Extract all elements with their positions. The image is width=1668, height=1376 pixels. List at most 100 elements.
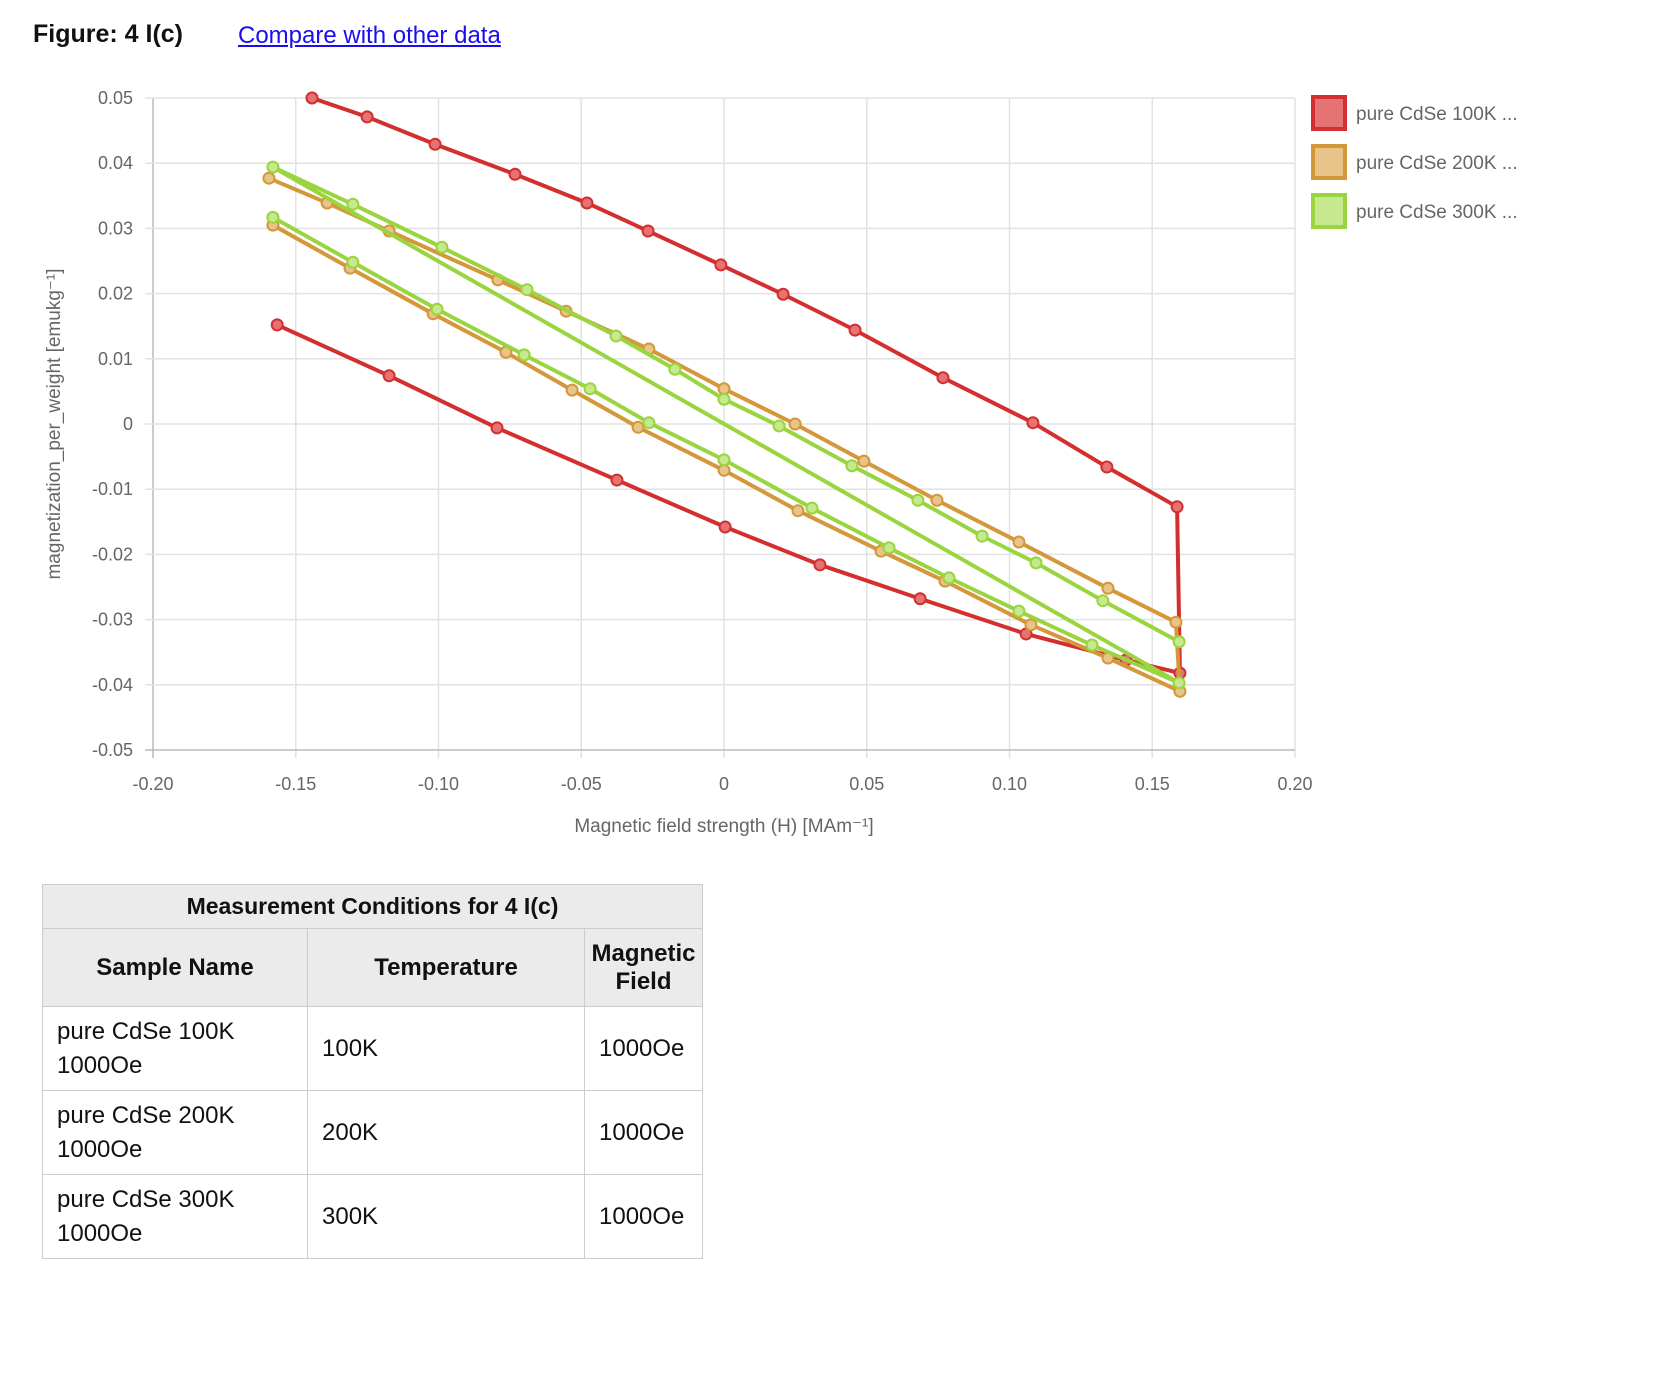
y-tick-label: -0.04 bbox=[92, 675, 133, 695]
figure-title: Figure: 4 I(c) bbox=[33, 20, 184, 48]
data-point bbox=[857, 454, 871, 468]
data-point bbox=[305, 91, 319, 105]
x-tick-label: 0.05 bbox=[849, 774, 884, 794]
data-point bbox=[848, 323, 862, 337]
data-point bbox=[845, 459, 859, 473]
x-tick-label: -0.15 bbox=[275, 774, 316, 794]
data-point bbox=[882, 541, 896, 555]
legend-label: pure CdSe 300K ... bbox=[1356, 202, 1518, 223]
data-point bbox=[942, 571, 956, 585]
cell-field: 1000Oe bbox=[584, 1174, 703, 1259]
data-point bbox=[1169, 615, 1183, 629]
series-line bbox=[270, 165, 1182, 685]
data-point bbox=[913, 592, 927, 606]
data-point bbox=[717, 382, 731, 396]
data-point bbox=[936, 371, 950, 385]
data-point bbox=[382, 369, 396, 383]
cell-field: 1000Oe bbox=[584, 1006, 703, 1091]
data-point bbox=[975, 529, 989, 543]
x-tick-label: 0.20 bbox=[1277, 774, 1312, 794]
x-axis-label: Magnetic field strength (H) [MAm⁻¹] bbox=[574, 816, 873, 837]
y-tick-label: -0.02 bbox=[92, 544, 133, 564]
data-point bbox=[266, 210, 280, 224]
data-point bbox=[717, 392, 731, 406]
legend-label: pure CdSe 200K ... bbox=[1356, 153, 1518, 174]
data-point bbox=[930, 493, 944, 507]
data-point bbox=[1172, 635, 1186, 649]
data-point bbox=[490, 421, 504, 435]
data-point bbox=[717, 453, 731, 467]
data-point bbox=[609, 329, 623, 343]
x-tick-label: 0.15 bbox=[1135, 774, 1170, 794]
data-point bbox=[583, 382, 597, 396]
data-point bbox=[266, 160, 280, 174]
y-tick-label: 0 bbox=[123, 414, 133, 434]
legend-label: pure CdSe 100K ... bbox=[1356, 104, 1518, 125]
data-point bbox=[791, 504, 805, 518]
y-tick-label: 0.03 bbox=[98, 218, 133, 238]
legend-swatch bbox=[1311, 193, 1347, 229]
data-point bbox=[805, 501, 819, 515]
data-point bbox=[520, 283, 534, 297]
data-point bbox=[262, 171, 276, 185]
data-point bbox=[717, 463, 731, 477]
data-point bbox=[1085, 638, 1099, 652]
data-point bbox=[508, 167, 522, 181]
data-point bbox=[565, 383, 579, 397]
x-tick-label: -0.10 bbox=[418, 774, 459, 794]
data-point bbox=[346, 197, 360, 211]
data-point bbox=[714, 258, 728, 272]
col-sample-name: Sample Name bbox=[42, 928, 308, 1007]
data-point bbox=[776, 287, 790, 301]
data-point bbox=[813, 558, 827, 572]
data-point bbox=[911, 493, 925, 507]
y-tick-label: 0.05 bbox=[98, 88, 133, 108]
cell-sample: pure CdSe 300K 1000Oe bbox=[42, 1174, 308, 1259]
data-point bbox=[435, 240, 449, 254]
data-point bbox=[788, 417, 802, 431]
y-tick-label: -0.05 bbox=[92, 740, 133, 760]
data-point bbox=[641, 224, 655, 238]
data-point bbox=[718, 520, 732, 534]
data-point bbox=[1012, 604, 1026, 618]
data-point bbox=[772, 419, 786, 433]
data-point bbox=[610, 473, 624, 487]
data-point bbox=[1101, 581, 1115, 595]
y-tick-label: -0.01 bbox=[92, 479, 133, 499]
data-point bbox=[1029, 556, 1043, 570]
col-magnetic-field: Magnetic Field bbox=[584, 928, 703, 1007]
data-point bbox=[430, 302, 444, 316]
y-tick-label: -0.03 bbox=[92, 610, 133, 630]
data-point bbox=[517, 348, 531, 362]
legend-swatch bbox=[1311, 95, 1347, 131]
conditions-table: Measurement Conditions for 4 I(c) Sample… bbox=[42, 884, 703, 1259]
data-point bbox=[346, 255, 360, 269]
data-point bbox=[1096, 594, 1110, 608]
table-row: pure CdSe 200K 1000Oe 200K 1000Oe bbox=[42, 1090, 703, 1175]
legend-swatch bbox=[1311, 144, 1347, 180]
data-point bbox=[668, 362, 682, 376]
data-point bbox=[642, 416, 656, 430]
data-point bbox=[1012, 535, 1026, 549]
x-tick-label: -0.20 bbox=[132, 774, 173, 794]
data-point bbox=[1170, 500, 1184, 514]
cell-sample: pure CdSe 200K 1000Oe bbox=[42, 1090, 308, 1175]
data-point bbox=[1026, 416, 1040, 430]
data-point bbox=[580, 196, 594, 210]
cell-field: 1000Oe bbox=[584, 1090, 703, 1175]
table-row: pure CdSe 100K 1000Oe 100K 1000Oe bbox=[42, 1006, 703, 1091]
y-axis-label: magnetization_per_weight [emukg⁻¹] bbox=[44, 268, 65, 579]
x-tick-label: 0 bbox=[719, 774, 729, 794]
y-tick-label: 0.02 bbox=[98, 284, 133, 304]
col-temperature: Temperature bbox=[307, 928, 585, 1007]
data-point bbox=[1172, 676, 1186, 690]
cell-temperature: 200K bbox=[307, 1090, 585, 1175]
cell-temperature: 300K bbox=[307, 1174, 585, 1259]
series-3 bbox=[266, 160, 1186, 690]
data-point bbox=[428, 137, 442, 151]
chart: -0.20 -0.15 -0.10 -0.05 0 0.05 0.10 0.15 0.20 0.0… bbox=[44, 88, 1518, 837]
data-point bbox=[270, 318, 284, 332]
cell-sample: pure CdSe 100K 1000Oe bbox=[42, 1006, 308, 1091]
data-point bbox=[360, 110, 374, 124]
compare-link[interactable]: Compare with other data bbox=[238, 22, 501, 49]
